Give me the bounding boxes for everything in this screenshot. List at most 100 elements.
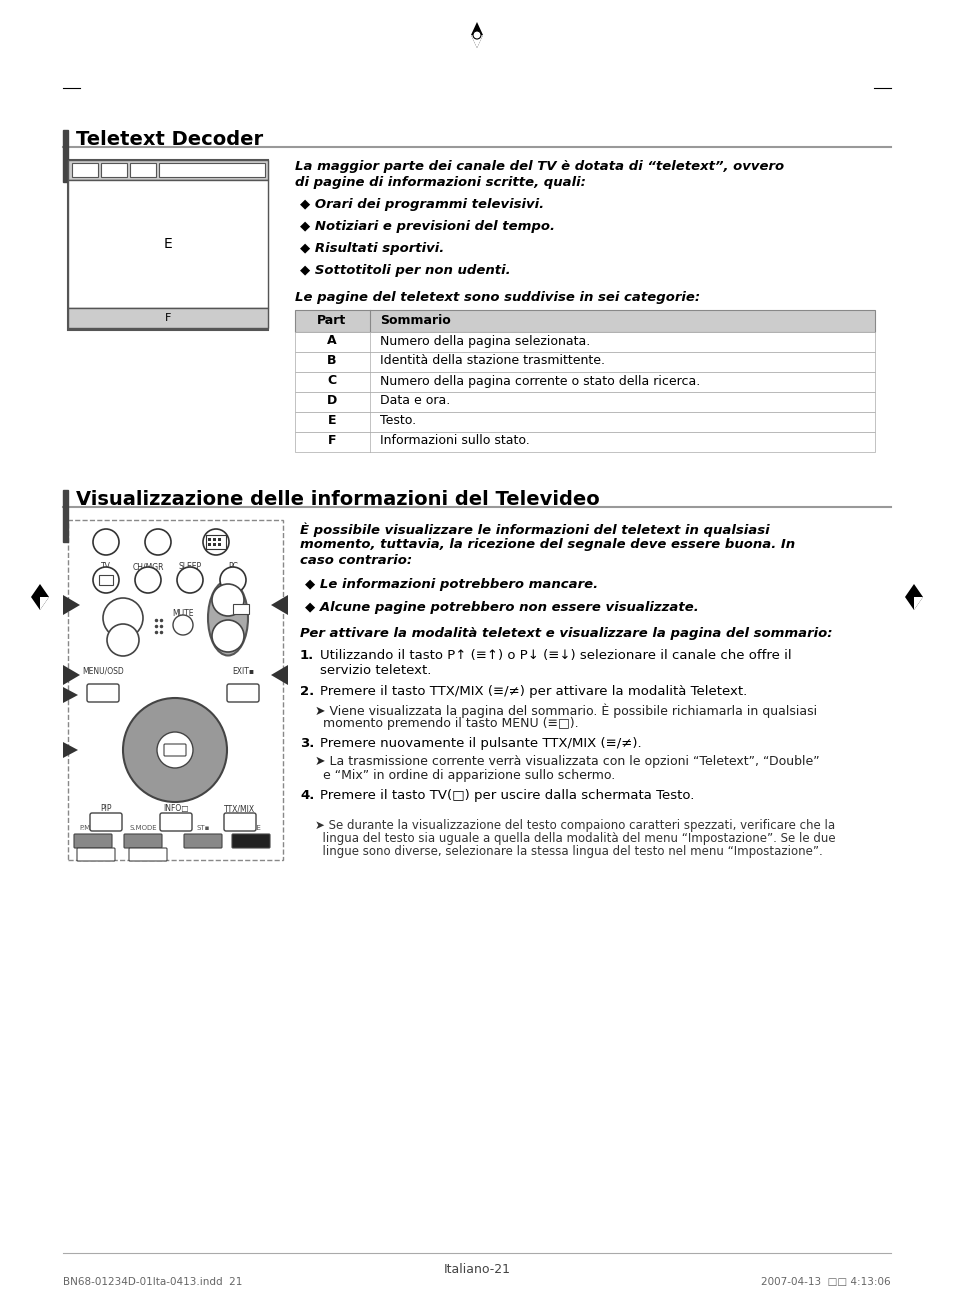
Circle shape xyxy=(145,530,171,556)
Text: +: + xyxy=(116,609,130,627)
Text: A: A xyxy=(81,165,90,176)
Text: MENU/OSD: MENU/OSD xyxy=(82,667,124,677)
Text: 2007-04-13  □□ 4:13:06: 2007-04-13 □□ 4:13:06 xyxy=(760,1278,890,1287)
Bar xyxy=(294,310,874,332)
Text: ▲: ▲ xyxy=(171,709,179,719)
Polygon shape xyxy=(63,595,80,615)
Text: 0: 0 xyxy=(154,537,161,546)
FancyBboxPatch shape xyxy=(77,848,115,861)
Text: F: F xyxy=(165,314,171,323)
Text: E: E xyxy=(328,415,335,428)
Text: Numero della pagina selezionata.: Numero della pagina selezionata. xyxy=(379,334,590,347)
Text: ◆ Le informazioni potrebbero mancare.: ◆ Le informazioni potrebbero mancare. xyxy=(305,578,598,591)
Text: Data e ora.: Data e ora. xyxy=(379,394,450,407)
Text: BN68-01234D-01Ita-0413.indd  21: BN68-01234D-01Ita-0413.indd 21 xyxy=(63,1278,242,1287)
Polygon shape xyxy=(63,665,80,686)
Text: E: E xyxy=(164,237,172,251)
Bar xyxy=(63,490,68,543)
Text: ➤ Se durante la visualizzazione del testo compaiono caratteri spezzati, verifica: ➤ Se durante la visualizzazione del test… xyxy=(314,820,834,833)
Bar xyxy=(294,432,874,451)
Polygon shape xyxy=(913,597,923,610)
Text: Premere il tasto TTX/MIX (≡/≠) per attivare la modalità Teletext.: Premere il tasto TTX/MIX (≡/≠) per attiv… xyxy=(319,686,746,699)
Text: 4.: 4. xyxy=(299,788,314,801)
Text: ≡□: ≡□ xyxy=(95,683,111,692)
Text: MUTE: MUTE xyxy=(172,609,193,618)
Text: ◆ Orari dei programmi televisivi.: ◆ Orari dei programmi televisivi. xyxy=(299,198,543,211)
Text: ST▪: ST▪ xyxy=(196,825,210,831)
Circle shape xyxy=(135,567,161,593)
Circle shape xyxy=(203,530,229,556)
Text: ENTER: ENTER xyxy=(162,747,188,753)
Text: CH/MGR: CH/MGR xyxy=(132,562,164,571)
Text: Numero della pagina corrente o stato della ricerca.: Numero della pagina corrente o stato del… xyxy=(379,375,700,388)
FancyBboxPatch shape xyxy=(87,684,119,703)
Text: ▶: ▶ xyxy=(207,745,215,755)
Bar xyxy=(159,163,265,177)
Bar xyxy=(71,163,98,177)
Bar xyxy=(218,543,221,546)
Text: D: D xyxy=(207,165,216,176)
Circle shape xyxy=(212,621,244,652)
Text: ∧: ∧ xyxy=(222,593,233,608)
Circle shape xyxy=(107,624,139,656)
Text: ◆ Notiziari e previsioni del tempo.: ◆ Notiziari e previsioni del tempo. xyxy=(299,220,555,233)
Text: momento premendo il tasto MENU (≡□).: momento premendo il tasto MENU (≡□). xyxy=(314,717,578,730)
Polygon shape xyxy=(63,742,78,758)
Text: B: B xyxy=(110,165,118,176)
Text: P: P xyxy=(235,597,240,606)
Text: SOURCE: SOURCE xyxy=(82,840,111,846)
Text: ◆ Risultati sportivi.: ◆ Risultati sportivi. xyxy=(299,242,444,255)
Bar xyxy=(218,539,221,541)
Text: SWAP: SWAP xyxy=(138,840,157,846)
Circle shape xyxy=(473,31,480,39)
Polygon shape xyxy=(63,687,78,703)
Circle shape xyxy=(92,530,119,556)
Polygon shape xyxy=(30,584,49,610)
Bar xyxy=(294,353,874,372)
Text: Identità della stazione trasmittente.: Identità della stazione trasmittente. xyxy=(379,354,604,367)
Text: S.MODE: S.MODE xyxy=(129,825,156,831)
Text: 2.: 2. xyxy=(299,686,314,699)
FancyBboxPatch shape xyxy=(90,813,122,831)
Text: Part: Part xyxy=(317,314,346,327)
FancyBboxPatch shape xyxy=(164,744,186,756)
FancyBboxPatch shape xyxy=(224,813,255,831)
Text: lingua del testo sia uguale a quella della modalità del menu “Impostazione”. Se : lingua del testo sia uguale a quella del… xyxy=(314,833,835,846)
Text: PIP: PIP xyxy=(100,804,112,813)
Text: Sommario: Sommario xyxy=(379,314,450,327)
Text: D: D xyxy=(327,394,336,407)
Text: C: C xyxy=(139,165,147,176)
Text: Le pagine del teletext sono suddivise in sei categorie:: Le pagine del teletext sono suddivise in… xyxy=(294,291,700,304)
Circle shape xyxy=(103,598,143,637)
Text: F: F xyxy=(328,435,335,448)
Bar xyxy=(294,372,874,392)
Bar xyxy=(213,539,215,541)
FancyBboxPatch shape xyxy=(227,684,258,703)
Bar xyxy=(63,130,68,182)
Bar xyxy=(68,160,268,330)
Text: La maggior parte dei canale del TV è dotata di “teletext”, ovvero: La maggior parte dei canale del TV è dot… xyxy=(294,160,783,173)
Bar xyxy=(294,392,874,412)
Text: servizio teletext.: servizio teletext. xyxy=(319,664,431,677)
Text: P.MODE: P.MODE xyxy=(80,825,106,831)
Bar xyxy=(208,543,211,546)
Text: A: A xyxy=(327,334,336,347)
Bar xyxy=(206,535,226,549)
Text: Informazioni sullo stato.: Informazioni sullo stato. xyxy=(379,435,529,448)
Text: −: − xyxy=(116,631,130,649)
Text: caso contrario:: caso contrario: xyxy=(299,554,412,567)
Text: PC: PC xyxy=(228,562,237,571)
Text: Teletext Decoder: Teletext Decoder xyxy=(76,130,263,150)
Text: ➤ La trasmissione corrente verrà visualizzata con le opzioni “Teletext”, “Double: ➤ La trasmissione corrente verrà visuali… xyxy=(314,755,819,768)
Text: momento, tuttavia, la ricezione del segnale deve essere buona. In: momento, tuttavia, la ricezione del segn… xyxy=(299,539,794,552)
Text: Premere nuovamente il pulsante TTX/MIX (≡/≠).: Premere nuovamente il pulsante TTX/MIX (… xyxy=(319,736,641,749)
Text: P.SIZE: P.SIZE xyxy=(240,825,261,831)
FancyBboxPatch shape xyxy=(129,848,167,861)
Text: INFO□: INFO□ xyxy=(163,804,189,813)
Text: ◆ Sottotitoli per non udenti.: ◆ Sottotitoli per non udenti. xyxy=(299,264,510,277)
Text: Testo.: Testo. xyxy=(379,415,416,428)
Text: Utilizzando il tasto P↑ (≡↑) o P↓ (≡↓) selezionare il canale che offre il: Utilizzando il tasto P↑ (≡↑) o P↓ (≡↓) s… xyxy=(319,649,791,662)
Bar xyxy=(130,163,156,177)
Circle shape xyxy=(123,699,227,801)
Polygon shape xyxy=(471,35,482,48)
